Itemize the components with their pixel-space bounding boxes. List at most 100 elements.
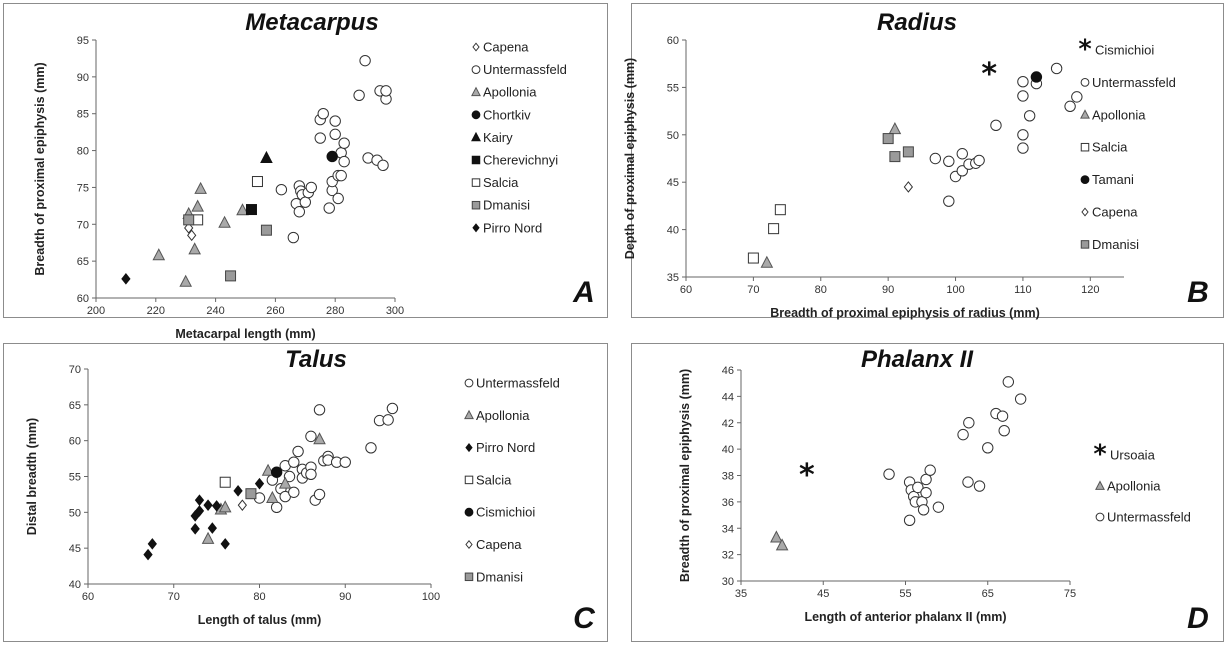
y-tick-label: 36 bbox=[722, 497, 734, 509]
y-axis-label: Distal breadth (mm) bbox=[25, 418, 39, 535]
legend-marker bbox=[1080, 109, 1090, 119]
legend-label: Dmanisi bbox=[1092, 237, 1139, 252]
x-tick-label: 75 bbox=[1064, 588, 1076, 600]
chart-title: Talus bbox=[285, 346, 347, 373]
data-point bbox=[956, 148, 968, 160]
y-tick-label: 38 bbox=[722, 471, 734, 483]
data-point bbox=[998, 424, 1010, 437]
y-axis-label: Breadth of proximal epiphysis (mm) bbox=[678, 369, 692, 582]
series-kairy bbox=[260, 150, 273, 163]
x-tick-label: 35 bbox=[735, 588, 747, 600]
y-tick-label: 55 bbox=[69, 472, 81, 484]
series-tamani bbox=[1030, 71, 1043, 83]
data-point bbox=[760, 255, 774, 268]
legend: Capena Untermassfeld Apollonia Chortkiv Kair… bbox=[471, 40, 567, 235]
x-tick-label: 260 bbox=[266, 305, 284, 317]
data-point bbox=[245, 204, 257, 216]
data-point bbox=[245, 488, 257, 500]
data-point bbox=[973, 154, 985, 167]
y-tick-label: 95 bbox=[77, 35, 89, 47]
data-point bbox=[1064, 100, 1076, 113]
data-point bbox=[932, 501, 945, 513]
data-point bbox=[889, 151, 901, 163]
data-point bbox=[287, 231, 300, 244]
x-axis-label: Length of talus (mm) bbox=[198, 613, 322, 627]
x-tick-label: 60 bbox=[680, 284, 692, 296]
legend-label: Pirro Nord bbox=[483, 220, 542, 235]
legend-marker bbox=[471, 178, 481, 187]
x-tick-label: 65 bbox=[982, 588, 994, 600]
legend-marker bbox=[1080, 142, 1090, 152]
panel-frame bbox=[3, 3, 608, 318]
y-axis-label: Depth of proximal epiphysis (mm) bbox=[623, 58, 637, 259]
x-tick-label: 110 bbox=[1014, 284, 1032, 296]
series-cismichioi bbox=[270, 466, 283, 478]
legend-label: Salcia bbox=[476, 472, 512, 487]
y-tick-label: 32 bbox=[722, 550, 734, 562]
data-point bbox=[982, 442, 994, 454]
data-point bbox=[278, 476, 292, 489]
data-point bbox=[920, 473, 932, 486]
data-point bbox=[207, 522, 217, 534]
x-tick-label: 100 bbox=[422, 591, 440, 603]
data-point bbox=[288, 486, 300, 498]
data-point bbox=[211, 500, 222, 512]
panel-D: Phalanx II D 35 45 55 65 75 30 32 34 36 38 40 42 44 46 L… bbox=[631, 343, 1224, 642]
legend-marker bbox=[471, 86, 481, 97]
y-axis-label: Breadth of proximal epiphysis (mm) bbox=[33, 62, 47, 275]
data-point bbox=[1030, 71, 1043, 83]
data-point bbox=[973, 480, 986, 492]
legend-marker bbox=[464, 507, 474, 517]
legend-marker bbox=[471, 131, 481, 142]
legend-marker: * bbox=[1078, 34, 1091, 64]
x-tick-label: 80 bbox=[253, 591, 265, 603]
legend-label: Salcia bbox=[1092, 140, 1128, 155]
legend-marker: * bbox=[1093, 439, 1106, 469]
data-point bbox=[236, 203, 249, 216]
data-point bbox=[924, 464, 936, 476]
y-tick-label: 60 bbox=[667, 35, 679, 47]
legend-label: Untermassfeld bbox=[476, 376, 560, 391]
data-point bbox=[299, 196, 311, 208]
legend-marker bbox=[465, 443, 473, 453]
data-point bbox=[317, 108, 329, 120]
data-point bbox=[194, 181, 207, 194]
data-point bbox=[254, 477, 265, 490]
data-point bbox=[266, 490, 279, 503]
data-point bbox=[305, 468, 317, 481]
series-capena bbox=[237, 499, 247, 511]
data-point bbox=[121, 273, 131, 285]
panel-label: D bbox=[1187, 602, 1209, 635]
series-apollonia bbox=[760, 122, 902, 268]
legend-marker bbox=[471, 200, 481, 210]
data-point bbox=[260, 150, 273, 163]
series-chortkiv bbox=[326, 150, 338, 163]
x-tick-label: 90 bbox=[339, 591, 351, 603]
data-point bbox=[920, 486, 932, 499]
series-salcia bbox=[747, 204, 786, 264]
y-tick-label: 55 bbox=[667, 82, 679, 94]
panel-A: Metacarpus A 200 220 240 260 280 300 60 65 70 75 80 8… bbox=[3, 3, 608, 341]
chart-title: Metacarpus bbox=[245, 9, 378, 36]
x-tick-label: 100 bbox=[946, 284, 964, 296]
x-tick-label: 90 bbox=[882, 284, 894, 296]
y-tick-label: 45 bbox=[69, 543, 81, 555]
data-point bbox=[283, 470, 296, 483]
x-tick-label: 120 bbox=[1081, 284, 1099, 296]
legend-marker bbox=[1080, 78, 1090, 87]
data-point bbox=[326, 150, 338, 163]
data-point bbox=[147, 538, 157, 550]
legend-label: Apollonia bbox=[476, 408, 530, 423]
data-point bbox=[957, 428, 969, 441]
legend-label: Dmanisi bbox=[483, 198, 530, 213]
legend-marker bbox=[464, 378, 474, 388]
series-untermassfeld bbox=[883, 376, 1027, 527]
data-point bbox=[194, 505, 205, 517]
data-point bbox=[380, 85, 392, 97]
data-point bbox=[338, 155, 350, 168]
data-point bbox=[225, 270, 237, 282]
x-tick-label: 45 bbox=[817, 588, 829, 600]
legend-label: Untermassfeld bbox=[483, 62, 567, 77]
data-point bbox=[237, 499, 247, 511]
data-point bbox=[996, 410, 1009, 422]
